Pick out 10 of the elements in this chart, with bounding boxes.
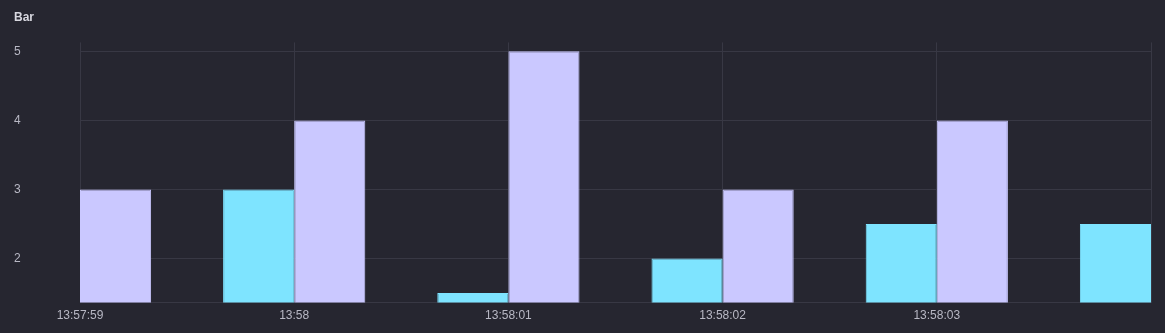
y-tick-label: 4 bbox=[14, 112, 21, 127]
y-tick-label: 3 bbox=[14, 181, 21, 196]
y-tick-label: 5 bbox=[14, 43, 21, 58]
x-tick-label: 13:58:02 bbox=[699, 308, 747, 323]
y-tick-label: 2 bbox=[14, 250, 21, 265]
x-tick-label: 13:57:59 bbox=[56, 308, 104, 323]
x-tick-label: 13:58 bbox=[279, 308, 310, 323]
chart-title: Bar bbox=[14, 9, 35, 24]
x-tick-label: 13:58:03 bbox=[913, 308, 961, 323]
x-tick-label: 13:58:01 bbox=[485, 308, 533, 323]
